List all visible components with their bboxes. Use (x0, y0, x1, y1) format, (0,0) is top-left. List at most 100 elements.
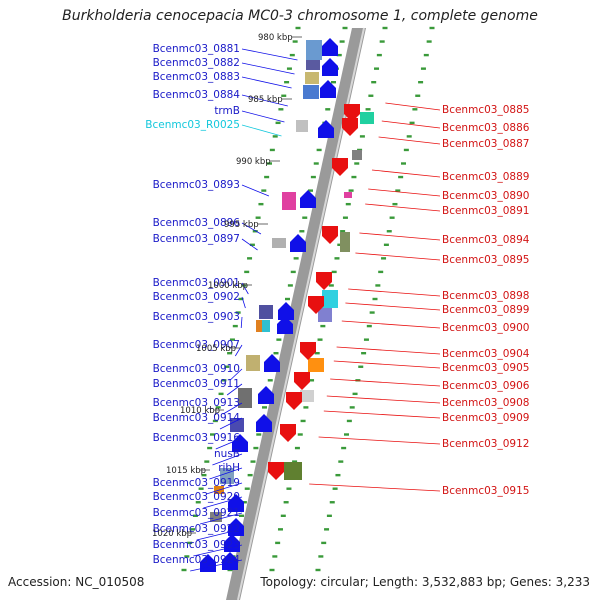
gene-label-left: Bcenmc03_0920 (153, 491, 240, 503)
rail-right-inner-dot (269, 568, 275, 572)
rail-left-outer-dot (210, 433, 215, 436)
leader-line-left (206, 482, 243, 495)
gene-feature-block (306, 40, 322, 60)
rail-right-outer-dot (318, 555, 324, 558)
leader-line-left (240, 316, 243, 329)
leader-line-left (196, 528, 243, 541)
rail-left-outer-dot (207, 446, 213, 450)
rail-right-outer-dot (341, 446, 347, 450)
rail-left-inner-dot (336, 53, 342, 57)
gene-feature-block (308, 358, 324, 372)
gene-label-left: Bcenmc03_0922 (153, 523, 240, 535)
rail-left-inner-dot (293, 257, 299, 260)
leader-line-right (333, 360, 441, 369)
leader-line-left (241, 62, 295, 75)
rail-left-outer-dot (221, 379, 227, 382)
gene-feature-block (256, 320, 262, 332)
rail-right-outer-dot (366, 324, 372, 328)
rail-right-outer-dot (375, 284, 381, 287)
scale-tick-label: 1005 kbp (196, 344, 236, 354)
gene-label-left: ribH (218, 462, 240, 474)
rail-right-outer-dot (429, 26, 435, 30)
forward-gene-arrow (256, 414, 272, 432)
rail-left-inner-dot (313, 162, 319, 165)
leader-line-left (203, 496, 243, 509)
gene-label-right: Bcenmc03_0915 (442, 485, 529, 497)
reverse-gene-arrow (342, 118, 358, 136)
rail-left-inner-dot (342, 26, 348, 30)
rail-right-inner-dot (331, 270, 337, 274)
rail-left-inner-dot (244, 487, 250, 490)
rail-left-outer-dot (247, 257, 253, 260)
rail-left-outer-dot (215, 406, 221, 409)
gene-feature-block (322, 290, 338, 308)
rail-right-inner-dot (368, 94, 374, 97)
rail-right-inner-dot (297, 433, 303, 436)
forward-gene-arrow (264, 354, 280, 372)
rail-right-outer-dot (355, 379, 361, 382)
leader-line-left (241, 184, 270, 197)
rail-right-inner-dot (275, 541, 281, 545)
leader-line-left (199, 512, 243, 525)
rail-left-outer-dot (198, 487, 204, 490)
gene-label-right: Bcenmc03_0895 (442, 254, 529, 266)
rail-right-outer-dot (403, 148, 409, 152)
scale-ticks: 980 kbp 985 kbp 990 kbp 995 kbp 1000 kbp 1005… (152, 33, 302, 539)
gene-label-left: Bcenmc03_0902 (153, 291, 240, 303)
scale-tick-label: 1000 kbp (208, 281, 248, 291)
forward-gene-arrow (222, 552, 238, 570)
accession-text: Accession: NC_010508 (8, 575, 145, 589)
gene-label-right: Bcenmc03_0899 (442, 304, 529, 316)
rail-left-outer-dot (295, 26, 301, 30)
rail-left-inner-dot (262, 406, 267, 409)
rail-right-outer-dot (383, 243, 389, 246)
rail-left-inner-dot (325, 108, 331, 111)
rail-right-outer-dot (381, 257, 387, 260)
rail-right-inner-dot (379, 40, 385, 43)
rail-left-outer-dot (252, 230, 258, 233)
rail-left-inner-dot (267, 379, 273, 382)
rail-right-outer-dot (412, 108, 418, 111)
scale-tick-label: 985 kbp (248, 95, 283, 105)
rail-left-inner-dot (308, 189, 313, 192)
rail-left-inner-dot (316, 148, 322, 152)
gene-feature-block (340, 232, 350, 252)
leader-line-left (230, 368, 243, 381)
gene-label-left: Bcenmc03_0881 (153, 43, 240, 55)
rail-left-outer-dot (204, 460, 210, 463)
rail-left-inner-dot (241, 501, 247, 504)
leader-line-left (241, 94, 288, 107)
gene-label-right: Bcenmc03_0905 (442, 362, 529, 374)
leader-line-right (341, 320, 441, 329)
rail-left-inner-dot (302, 216, 308, 219)
rail-left-outer-dot (278, 108, 284, 111)
reverse-gene-arrow (344, 104, 360, 122)
rail-left-outer-dot (261, 189, 267, 192)
rail-left-inner-dot (339, 40, 345, 43)
reverse-gene-arrow (322, 226, 338, 244)
rail-left-outer-dot (227, 352, 233, 355)
rail-left-outer-dot (184, 555, 190, 558)
leader-line-right (365, 203, 441, 212)
rail-right-inner-dot (303, 406, 309, 409)
rail-right-inner-dot (277, 528, 283, 531)
rail-left-outer-dot (229, 338, 235, 341)
rail-left-outer-dot (181, 568, 187, 572)
rail-left-inner-dot (250, 460, 256, 463)
leader-line-left (193, 544, 243, 557)
gene-label-left: Bcenmc03_0910 (153, 363, 240, 375)
rail-right-outer-dot (326, 514, 332, 517)
gene-label-left: Bcenmc03_0916 (153, 432, 241, 444)
rail-left-outer-dot (235, 311, 241, 314)
gene-label-right: Bcenmc03_0886 (442, 122, 530, 134)
scale-tick-label: 1020 kbp (152, 529, 192, 539)
rail-right-outer-dot (395, 189, 401, 192)
rail-right-inner-dot (328, 284, 334, 287)
rail-right-inner-dot (286, 487, 292, 490)
gene-feature-block (230, 418, 244, 432)
rail-left-outer-dot (238, 297, 244, 301)
leader-line-right (309, 483, 441, 492)
scale-tick-label: 980 kbp (258, 33, 293, 43)
rail-right-inner-dot (300, 419, 306, 423)
